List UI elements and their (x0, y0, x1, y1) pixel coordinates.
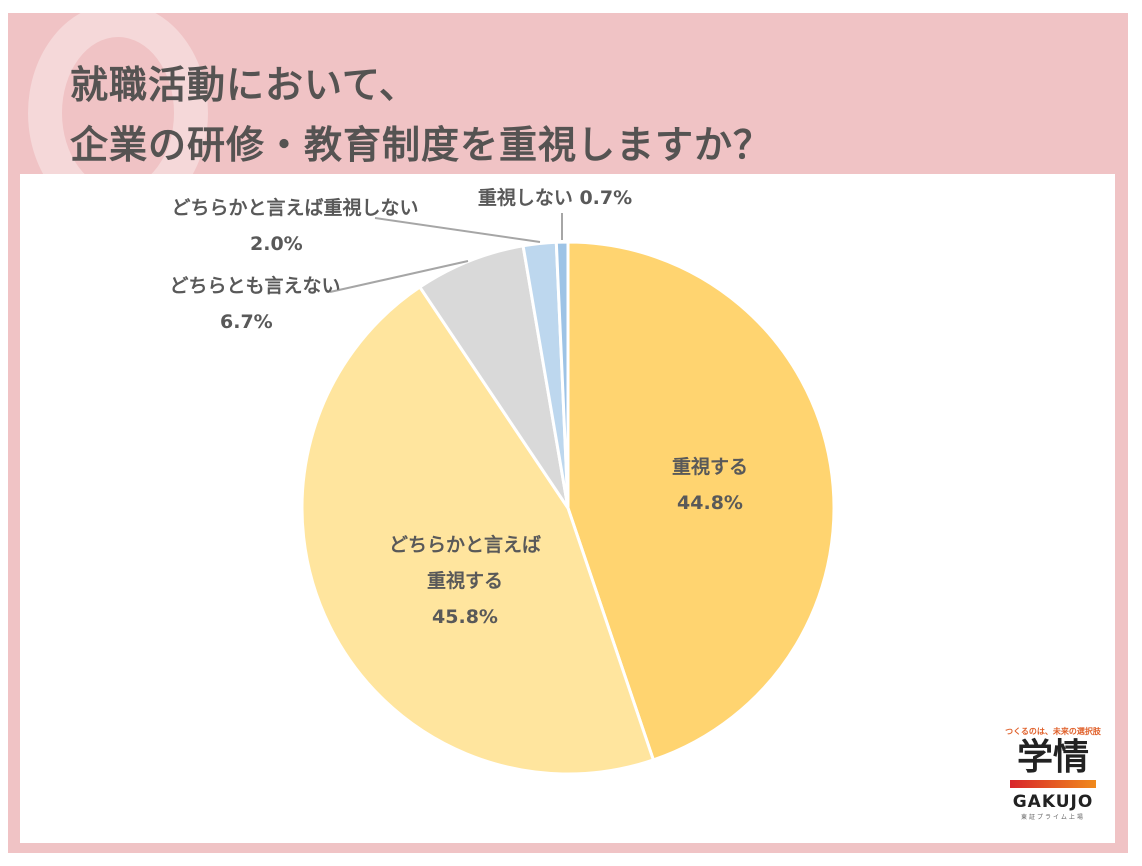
logo-name-ja: 学情 (1016, 737, 1089, 778)
pie-slice-4 (554, 240, 570, 509)
s0-value: 44.8% (677, 492, 743, 514)
page-title: 就職活動において、 企業の研修・教育制度を重視しますか？ (70, 55, 772, 175)
s1-value: 45.8% (432, 606, 498, 628)
slice-label-s3: どちらかと言えば重視しない 2.0% (160, 190, 430, 262)
slice-label-s1: どちらかと言えば 重視する 45.8% (355, 527, 575, 635)
title-line-2: 企業の研修・教育制度を重視しますか？ (70, 123, 773, 167)
s0-name: 重視する (671, 456, 748, 478)
logo-name-en: GAKUJO (1012, 792, 1094, 812)
s1-name-2: 重視する (426, 570, 503, 592)
logo-tagline: つくるのは、未来の選択肢 (1005, 727, 1101, 736)
s3-value: 2.0% (250, 233, 303, 255)
leader-line-s2 (329, 260, 469, 293)
s2-name: どちらとも言えない (169, 275, 341, 297)
gakujo-logo: つくるのは、未来の選択肢 学情 GAKUJO 東証プライム上場 (998, 726, 1108, 821)
pie-slice-0 (566, 240, 836, 762)
leader-line-s3 (374, 217, 541, 243)
leader-lines (329, 213, 563, 293)
s1-name-1: どちらかと言えば (388, 534, 541, 556)
slice-label-s4: 重視しない 0.7% (477, 187, 633, 209)
pie-slice-2 (417, 244, 570, 509)
title-line-1: 就職活動において、 (70, 63, 418, 107)
s2-value: 6.7% (220, 311, 273, 333)
slice-label-s2: どちらとも言えない 6.7% (160, 268, 350, 340)
logo-gradient-bar (1010, 780, 1096, 788)
s3-name: どちらかと言えば重視しない (171, 197, 419, 219)
logo-sub: 東証プライム上場 (1021, 814, 1085, 821)
pie-slice-1 (300, 284, 656, 776)
slice-label-s0: 重視する 44.8% (640, 449, 780, 521)
